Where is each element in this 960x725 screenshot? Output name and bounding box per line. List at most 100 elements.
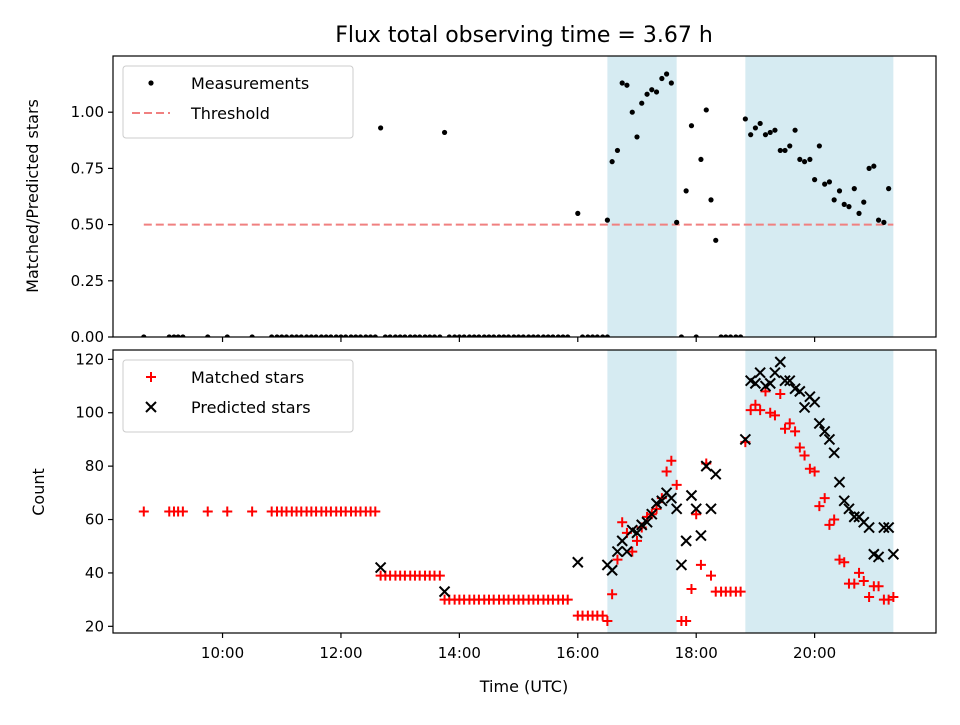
x-tick-label: 12:00 [319, 644, 362, 662]
predicted-stars-point [675, 559, 688, 571]
y-tick-label: 100 [75, 404, 104, 422]
measurements-point [565, 334, 571, 337]
measurements-point [851, 186, 857, 192]
predicted-stars-point [695, 529, 707, 542]
measurements-point [604, 334, 610, 337]
matched-stars-point [627, 546, 638, 557]
measurements-point [397, 334, 403, 337]
measurements-point [466, 334, 473, 337]
predicted-stars-point [887, 548, 900, 560]
matched-stars-point [790, 426, 801, 437]
predicted-stars-point [798, 401, 811, 414]
predicted-stars-point [606, 564, 618, 576]
y-tick-label: 80 [85, 457, 104, 475]
matched-stars-point [612, 554, 623, 565]
legend: Measurements Threshold [122, 65, 354, 139]
y-tick-label: 60 [85, 511, 104, 529]
legend-marker [148, 80, 154, 86]
measurements-point [269, 334, 275, 337]
observing-window-2 [745, 56, 894, 337]
predicted-stars-point [843, 503, 855, 515]
measurements-point [881, 219, 887, 225]
measurements-point [171, 334, 177, 337]
matched-stars-point [888, 591, 899, 602]
measurements-point [545, 334, 551, 337]
matched-stars-point [202, 506, 213, 517]
predicted-stars-point [611, 545, 624, 558]
measurements-point [491, 334, 497, 337]
measurements-point [249, 334, 255, 337]
measurements-point [298, 334, 304, 337]
measurements-point [313, 334, 319, 337]
measurements-point [782, 147, 788, 154]
measurements-point [600, 334, 606, 337]
measurements-point [535, 334, 541, 337]
measurements-point [742, 116, 748, 122]
y-tick-label: 40 [85, 564, 104, 582]
predicted-stars-point [374, 561, 387, 574]
measurements-point [141, 334, 147, 337]
predicted-stars-point [656, 495, 668, 507]
legend-marker [145, 401, 157, 413]
matched-stars-point [858, 575, 869, 586]
measurements-point [594, 334, 600, 337]
predicted-stars-point [833, 476, 846, 488]
predicted-stars-point [828, 447, 840, 459]
measurements-point [846, 204, 852, 210]
predicted-stars-point [685, 489, 698, 502]
predicted-stars-point [641, 516, 653, 528]
measurements-point [550, 334, 556, 337]
predicted-stars-point [823, 433, 836, 446]
predicted-stars-point [808, 396, 821, 408]
matched-stars-point [809, 466, 820, 477]
y-tick-label: 20 [85, 617, 104, 635]
predicted-stars-point [572, 556, 584, 568]
measurements-point [816, 143, 822, 149]
legend: Matched stars Predicted stars [122, 359, 354, 433]
matched-stars-point [691, 509, 702, 520]
measurements-point [624, 82, 630, 88]
predicted-stars-point [616, 535, 628, 547]
measurements-point [343, 334, 349, 337]
measurements-point [293, 334, 300, 337]
matched-stars-point [849, 578, 860, 589]
matched-stars-point [854, 567, 865, 578]
measurements-point [461, 334, 467, 337]
measurements-point [180, 334, 186, 337]
measurements-point [841, 201, 847, 207]
measurements-point [427, 334, 433, 337]
predicted-stars-point [872, 551, 885, 563]
predicted-stars-point [863, 521, 875, 534]
measurements-point [812, 177, 818, 183]
measurements-point [875, 217, 882, 223]
matched-stars-point [631, 535, 642, 546]
predicted-stars-point [774, 356, 786, 368]
matched-stars-point [706, 570, 717, 581]
measurements-point [589, 334, 596, 337]
matched-stars-point [799, 450, 810, 461]
measurements-point [471, 334, 477, 337]
measurements-point [437, 334, 443, 337]
measurements-point [304, 334, 310, 337]
matched-stars-point [597, 610, 608, 621]
matched-stars-point [735, 586, 746, 597]
measurements-point [644, 91, 650, 97]
measurements-point [363, 334, 369, 337]
x-tick-label: 10:00 [201, 644, 244, 662]
measurements-point [579, 334, 586, 337]
matched-stars-point [784, 418, 795, 429]
matched-stars-point [745, 405, 756, 416]
measurements-point [441, 129, 448, 136]
measurements-point [274, 334, 280, 337]
predicted-stars-point [670, 503, 683, 515]
measurements-point [279, 334, 285, 337]
matched-stars-point [177, 506, 188, 517]
predicted-stars-point [438, 585, 451, 598]
measurements-point [402, 334, 408, 337]
matched-stars-point [819, 493, 830, 504]
measurements-point [308, 334, 314, 337]
legend-marker [146, 372, 156, 382]
predicted-stars-point [794, 385, 806, 398]
measurements-point [718, 334, 724, 337]
